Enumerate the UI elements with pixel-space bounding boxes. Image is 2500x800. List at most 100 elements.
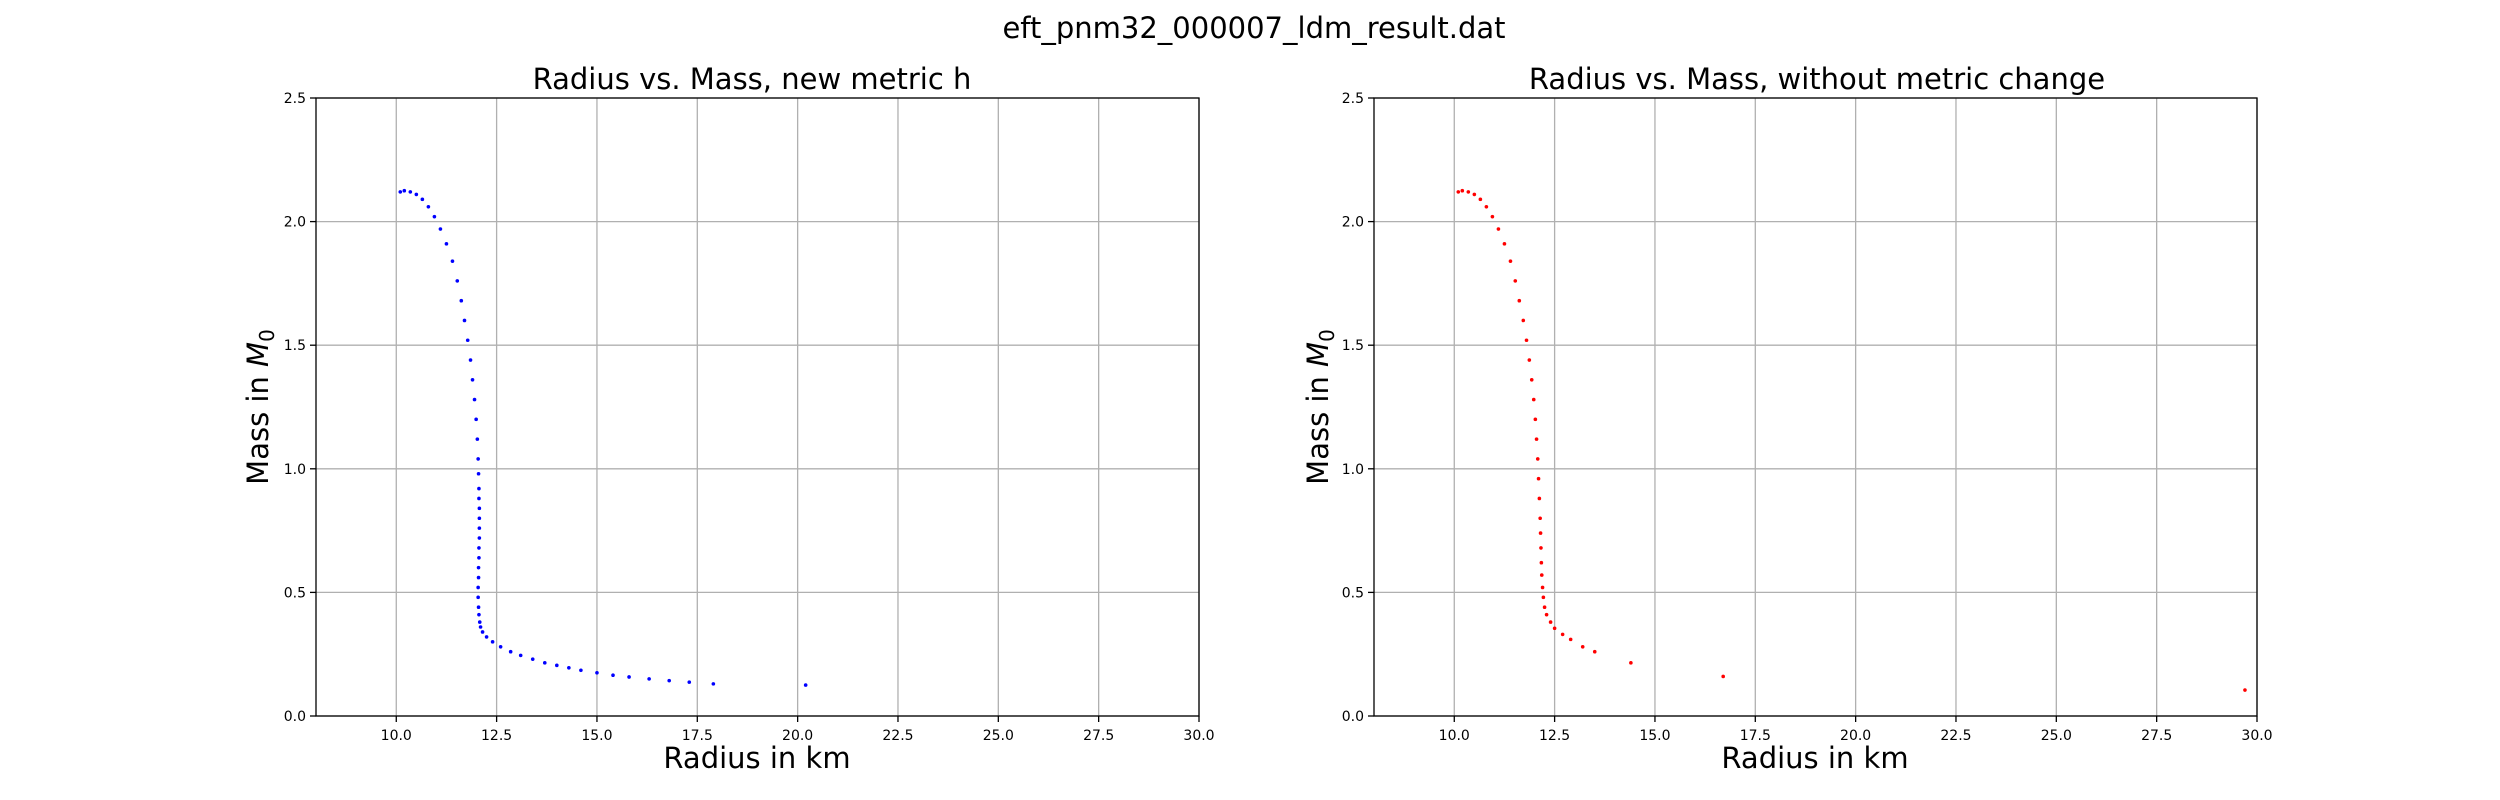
left-data-point	[508, 649, 513, 654]
left-data-point	[484, 635, 489, 639]
left-data-point	[432, 214, 437, 219]
right-data-point	[1524, 338, 1529, 343]
left-data-point	[647, 677, 651, 681]
right-data-point	[1513, 279, 1518, 283]
left-y-axis-label: Mass in M0	[241, 329, 279, 485]
right-data-point	[1542, 605, 1547, 610]
left-x-tick-label: 12.5	[481, 728, 512, 744]
left-data-point	[426, 204, 431, 209]
left-data-point	[465, 338, 470, 343]
right-ticks: 10.0 12.5 15.0 17.5 20.0 22.5 25.0 27.5 30.0 0.0 0…	[1342, 91, 2273, 744]
left-data-point	[611, 673, 615, 678]
right-grid	[1374, 97, 2258, 717]
left-data-point	[474, 417, 478, 422]
right-x-tick-label: 17.5	[1740, 728, 1771, 744]
left-data-point	[477, 620, 482, 624]
right-data-point	[1534, 437, 1539, 441]
left-data-point	[402, 188, 407, 193]
right-x-tick-label: 25.0	[2041, 728, 2072, 744]
right-data-point	[1538, 516, 1542, 521]
left-data-point	[498, 644, 503, 649]
right-data-point	[1517, 298, 1522, 303]
left-data-point	[477, 506, 482, 511]
left-data-point	[667, 678, 671, 683]
left-data-point	[408, 190, 413, 194]
left-data-point	[476, 565, 481, 570]
left-data-point	[455, 279, 460, 283]
left-data-point	[476, 585, 480, 590]
left-data-point	[687, 680, 692, 684]
left-x-tick-label: 25.0	[983, 728, 1014, 744]
right-data-point	[1568, 637, 1573, 642]
left-data-point	[477, 486, 481, 491]
left-x-tick-label: 20.0	[782, 728, 813, 744]
right-data-point	[1529, 378, 1534, 382]
right-y-axis-label-math: M	[1301, 342, 1335, 367]
right-data-point	[1527, 358, 1532, 362]
right-x-tick-label: 12.5	[1539, 728, 1570, 744]
right-data-point	[1629, 661, 1633, 665]
left-data-point	[420, 197, 425, 202]
right-axes-frame	[1373, 97, 2258, 717]
left-data-point	[468, 358, 473, 362]
left-data-point	[476, 575, 481, 580]
left-data-point	[444, 242, 449, 246]
left-y-tick-label: 2.0	[284, 215, 306, 231]
left-data-point	[470, 378, 475, 382]
left-data-point	[459, 298, 464, 303]
right-y-tick-label: 2.5	[1342, 91, 1364, 107]
left-data-point	[477, 612, 481, 617]
left-data-point	[803, 683, 808, 687]
left-data-point	[476, 595, 480, 600]
left-data-point	[542, 661, 547, 665]
right-x-tick-label: 30.0	[2241, 728, 2272, 744]
left-x-tick-label: 30.0	[1183, 728, 1214, 744]
right-data-point	[1544, 612, 1549, 617]
left-data-point	[462, 318, 467, 323]
left-x-tick-label: 17.5	[682, 728, 713, 744]
right-y-axis-label-text: Mass in	[1301, 367, 1335, 485]
right-data-point	[1484, 204, 1489, 209]
left-plot-title: Radius vs. Mass, new metric h	[533, 62, 972, 96]
right-data-point	[1478, 197, 1483, 202]
right-data-point	[1531, 397, 1536, 402]
right-data-point	[1548, 620, 1553, 624]
right-x-tick-label: 27.5	[2141, 728, 2172, 744]
left-y-tick-label: 1.5	[284, 338, 306, 354]
left-data-point	[477, 536, 482, 540]
right-data-point	[1539, 573, 1544, 577]
left-y-tick-label: 1.0	[284, 462, 306, 478]
left-data-point	[477, 555, 481, 560]
left-data-point	[711, 682, 716, 686]
left-x-tick-label: 22.5	[882, 728, 913, 744]
figure-suptitle: eft_pnm32_000007_ldm_result.dat	[1002, 11, 1505, 45]
left-data-point	[490, 640, 495, 644]
right-data-point	[1466, 190, 1471, 194]
right-data-point	[1540, 585, 1545, 590]
right-x-tick-label: 22.5	[1940, 728, 1971, 744]
right-y-tick-label: 1.0	[1342, 462, 1364, 478]
left-x-tick-label: 27.5	[1083, 728, 1114, 744]
left-ticks: 10.0 12.5 15.0 17.5 20.0 22.5 25.0 27.5 30.0 0.0 0…	[284, 91, 1215, 744]
left-data-point	[567, 665, 571, 670]
right-data-point	[1592, 649, 1597, 654]
left-y-axis-label-text: Mass in	[241, 367, 275, 485]
right-y-tick-label: 1.5	[1342, 338, 1364, 354]
left-y-axis-label-math: M	[241, 342, 275, 367]
right-data-point	[1539, 560, 1544, 565]
right-data-point	[1721, 674, 1725, 679]
right-data-point	[2243, 688, 2247, 692]
right-y-axis-label-subscript: 0	[1315, 329, 1339, 342]
left-data-point	[476, 471, 481, 476]
right-data-point	[1456, 190, 1461, 194]
right-data-point	[1496, 227, 1501, 231]
left-y-tick-label: 0.5	[284, 585, 306, 601]
right-scatter-points	[1456, 188, 2247, 692]
left-data-point	[579, 668, 583, 673]
right-x-axis-label: Radius in km	[1721, 741, 1908, 775]
right-data-point	[1502, 242, 1507, 246]
right-data-point	[1580, 644, 1585, 649]
right-data-point	[1537, 496, 1542, 501]
left-data-point	[478, 625, 483, 629]
